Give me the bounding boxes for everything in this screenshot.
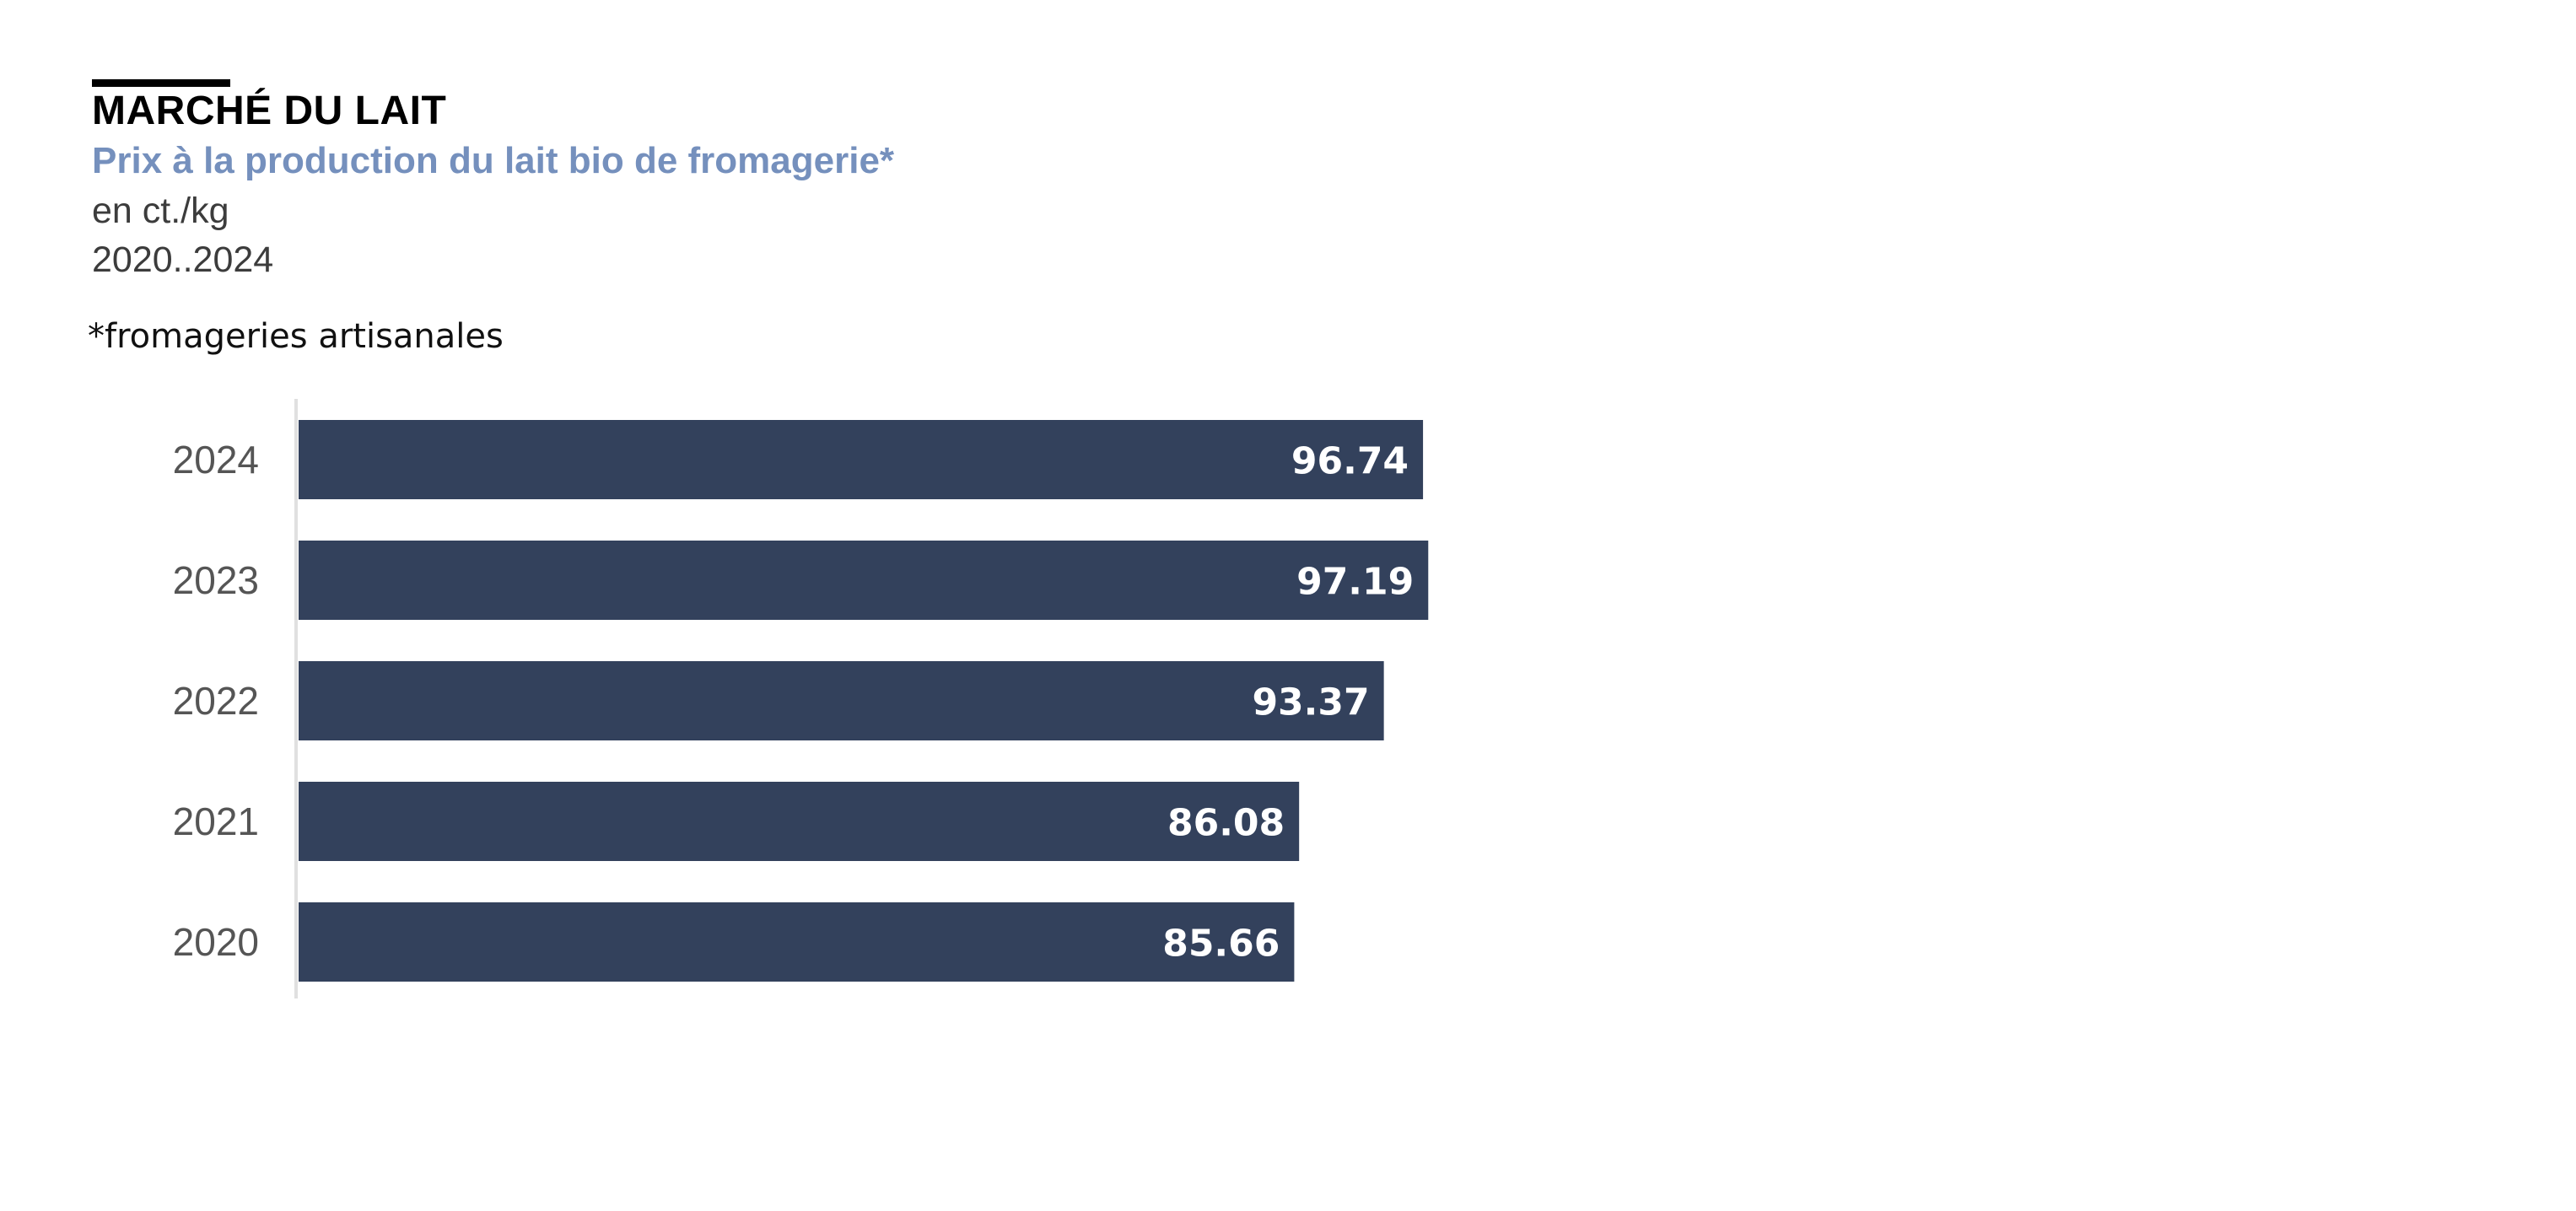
bar-2020 <box>299 902 1295 982</box>
category-label-2023: 2023 <box>173 558 259 602</box>
category-label-2021: 2021 <box>173 799 259 843</box>
value-label-2020: 85.66 <box>1162 923 1280 966</box>
chart-subtitle: Prix à la production du lait bio de from… <box>92 140 895 181</box>
chart-title: MARCHÉ DU LAIT <box>92 89 447 133</box>
value-label-2023: 97.19 <box>1296 561 1414 604</box>
category-label-2024: 2024 <box>173 438 259 482</box>
chart-footnote: *fromageries artisanales <box>88 317 504 356</box>
chart-unit: en ct./kg <box>92 191 229 231</box>
bar-2021 <box>299 782 1300 861</box>
bar-2023 <box>299 541 1429 620</box>
title-rule <box>92 79 230 87</box>
bar-2022 <box>299 661 1384 740</box>
bar-2024 <box>299 420 1424 499</box>
category-label-2022: 2022 <box>173 679 259 723</box>
value-label-2022: 93.37 <box>1252 681 1369 724</box>
category-label-2020: 2020 <box>173 920 259 964</box>
chart-period: 2020..2024 <box>92 240 274 280</box>
value-label-2024: 96.74 <box>1291 440 1409 483</box>
value-label-2021: 86.08 <box>1167 802 1285 845</box>
